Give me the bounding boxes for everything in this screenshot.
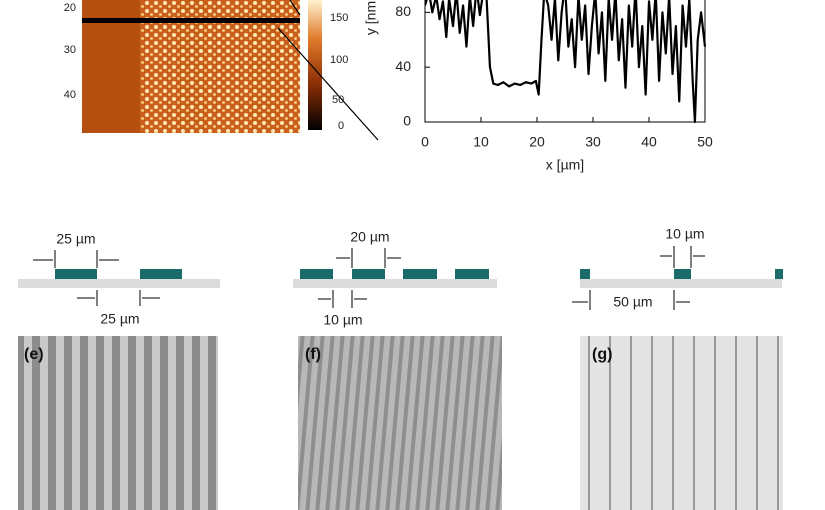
profile-plot: 0 40 80 0 10 20 30 40 50 (395, 0, 713, 150)
dimension-label: 25 µm (100, 311, 139, 327)
y-tick-label: 0 (403, 113, 411, 129)
micrograph (18, 336, 218, 510)
colorbar-tick: 0 (338, 120, 344, 132)
panel-label: (e) (24, 346, 44, 363)
x-tick-label: 40 (641, 134, 657, 150)
profile-line (425, 0, 707, 124)
axis-frame (424, 0, 706, 123)
x-tick-label: 20 (529, 134, 545, 150)
x-tick-label: 0 (421, 134, 429, 150)
colorbar-tick: 100 (330, 54, 348, 66)
colorbar-tick: 50 (332, 94, 344, 106)
x-tick-label: 50 (697, 134, 713, 150)
dimension-label: 10 µm (665, 226, 704, 242)
afm-tick: 30 (64, 44, 76, 56)
afm-image (82, 0, 379, 141)
afm-tick: 20 (64, 2, 76, 14)
y-tick-label: 80 (395, 3, 411, 19)
x-axis-label: x [µm] (546, 157, 584, 173)
x-tick-label: 30 (585, 134, 601, 150)
x-tick-label: 10 (473, 134, 489, 150)
schematics (18, 246, 783, 310)
afm-tick: 40 (64, 89, 76, 101)
micrograph (580, 336, 783, 510)
y-tick-label: 40 (395, 58, 411, 74)
micrograph (298, 336, 502, 510)
dimension-label: 10 µm (323, 312, 362, 328)
y-axis-label: y [nm (363, 1, 379, 35)
panel-label: (g) (592, 346, 612, 363)
dimension-label: 25 µm (56, 231, 95, 247)
panel-label: (f) (305, 346, 321, 363)
dimension-label: 20 µm (350, 229, 389, 245)
colorbar-tick: 150 (330, 12, 348, 24)
dimension-label: 50 µm (613, 294, 652, 310)
